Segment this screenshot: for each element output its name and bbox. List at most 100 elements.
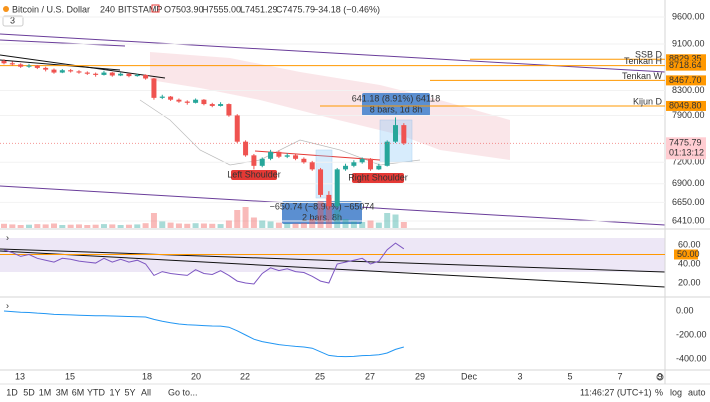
level-price: 8829.35 — [669, 54, 702, 64]
candle-body — [184, 101, 190, 103]
volume-bar — [317, 201, 324, 228]
volume-bar — [334, 210, 341, 228]
range-button[interactable]: 5D — [23, 387, 35, 397]
ohlc-high: H7555.00 — [202, 4, 241, 14]
percent-toggle[interactable]: % — [655, 387, 663, 397]
volume-bar — [34, 224, 41, 228]
candle-body — [68, 70, 74, 72]
time-label: 15 — [65, 371, 75, 381]
candle-body — [234, 115, 240, 142]
time-label: 25 — [315, 371, 325, 381]
indicators-toggle[interactable] — [2, 15, 24, 27]
range-button[interactable]: 1Y — [109, 387, 120, 397]
volume-bar — [59, 225, 66, 228]
pane-toggle[interactable]: › — [6, 300, 9, 310]
level-price: 8718.64 — [669, 60, 702, 70]
price-tick-label: 9100.00 — [672, 38, 705, 48]
volume-bar — [92, 224, 99, 228]
goto-button[interactable]: Go to... — [168, 387, 198, 397]
volume-bar — [17, 225, 24, 228]
candle-body — [151, 78, 157, 98]
symbol: Bitcoin / U.S. Dollar — [12, 4, 90, 14]
candle-body — [259, 158, 265, 166]
candle-body — [359, 158, 365, 163]
range-button[interactable]: 5Y — [124, 387, 135, 397]
candle-body — [268, 151, 274, 159]
level-name: Tenkan H — [624, 56, 662, 66]
volume-bar — [375, 222, 382, 228]
candle-body — [34, 65, 40, 68]
auto-toggle[interactable]: auto — [688, 387, 706, 397]
candle-body — [134, 74, 140, 77]
annotation: Left Shoulder — [227, 169, 281, 179]
candle-body — [226, 104, 232, 116]
measure-label-box — [282, 201, 362, 224]
volume-bar — [292, 223, 299, 228]
price-tick-label: 7200.00 — [672, 157, 705, 167]
range-button[interactable]: All — [141, 387, 151, 397]
candle-body — [168, 96, 174, 100]
volume-bar — [67, 224, 74, 228]
candle-body — [126, 73, 132, 77]
trend-line — [0, 59, 121, 71]
volume-bar — [309, 219, 316, 228]
volume-bar — [159, 221, 166, 228]
volume-bar — [267, 221, 274, 228]
measure-text: 2 bars, 8h — [302, 212, 342, 222]
macd-line — [3, 310, 404, 358]
volume-bar — [75, 224, 82, 228]
candle-body — [276, 151, 282, 157]
candle-body — [193, 99, 199, 103]
volume-bar — [192, 223, 199, 228]
candle-body — [26, 65, 32, 67]
rsi-tick-label: 60.00 — [678, 239, 701, 249]
candle-body — [376, 165, 382, 170]
volume-bar — [84, 225, 91, 228]
macd-tick-label: 0.00 — [676, 305, 694, 315]
candle-body — [76, 71, 82, 73]
volume-bar — [50, 223, 57, 228]
candle-body — [93, 73, 99, 75]
candle-body — [401, 125, 407, 144]
current-price-box — [666, 137, 706, 160]
ohlc-close: C7475.79 — [276, 4, 315, 14]
volume-bar — [167, 222, 174, 228]
range-button[interactable]: 1M — [39, 387, 52, 397]
volume-bar — [25, 224, 32, 228]
annotation-box — [231, 170, 277, 180]
time-label: 18 — [142, 371, 152, 381]
level-name: Kijun D — [633, 96, 663, 106]
volume-bar — [175, 223, 182, 228]
volume-bar — [150, 213, 157, 228]
clock: 11:46:27 (UTC+1) — [580, 387, 652, 397]
price-tick-label: 9600.00 — [672, 11, 705, 21]
volume-bar — [342, 219, 349, 228]
price-tick-label: 7900.00 — [672, 110, 705, 120]
volume-bar — [250, 217, 257, 228]
rsi-tick-label: 40.00 — [678, 258, 701, 268]
range-button[interactable]: 6M — [72, 387, 85, 397]
volume-bar — [225, 220, 232, 228]
status-icon — [151, 4, 160, 13]
interval: 240 — [100, 4, 115, 14]
range-button[interactable]: YTD — [87, 387, 106, 397]
volume-bar — [234, 210, 241, 228]
settings-icon[interactable] — [656, 373, 664, 381]
volume-bar — [142, 223, 149, 228]
log-toggle[interactable]: log — [670, 387, 682, 397]
pane-toggle[interactable]: › — [6, 232, 9, 242]
measure-label-box — [362, 93, 430, 116]
time-label: 27 — [365, 371, 375, 381]
range-button[interactable]: 3M — [56, 387, 69, 397]
candle-body — [393, 125, 399, 142]
countdown: 01:13:12 — [669, 148, 704, 158]
level-price-box — [666, 100, 706, 111]
range-button[interactable]: 1D — [6, 387, 18, 397]
volume-bar — [100, 224, 107, 228]
candle-body — [9, 63, 15, 65]
candle-body — [209, 104, 215, 106]
volume-bar — [109, 224, 116, 228]
annotation: Right Shoulder — [348, 172, 408, 182]
level-name: Tenkan W — [622, 71, 663, 81]
